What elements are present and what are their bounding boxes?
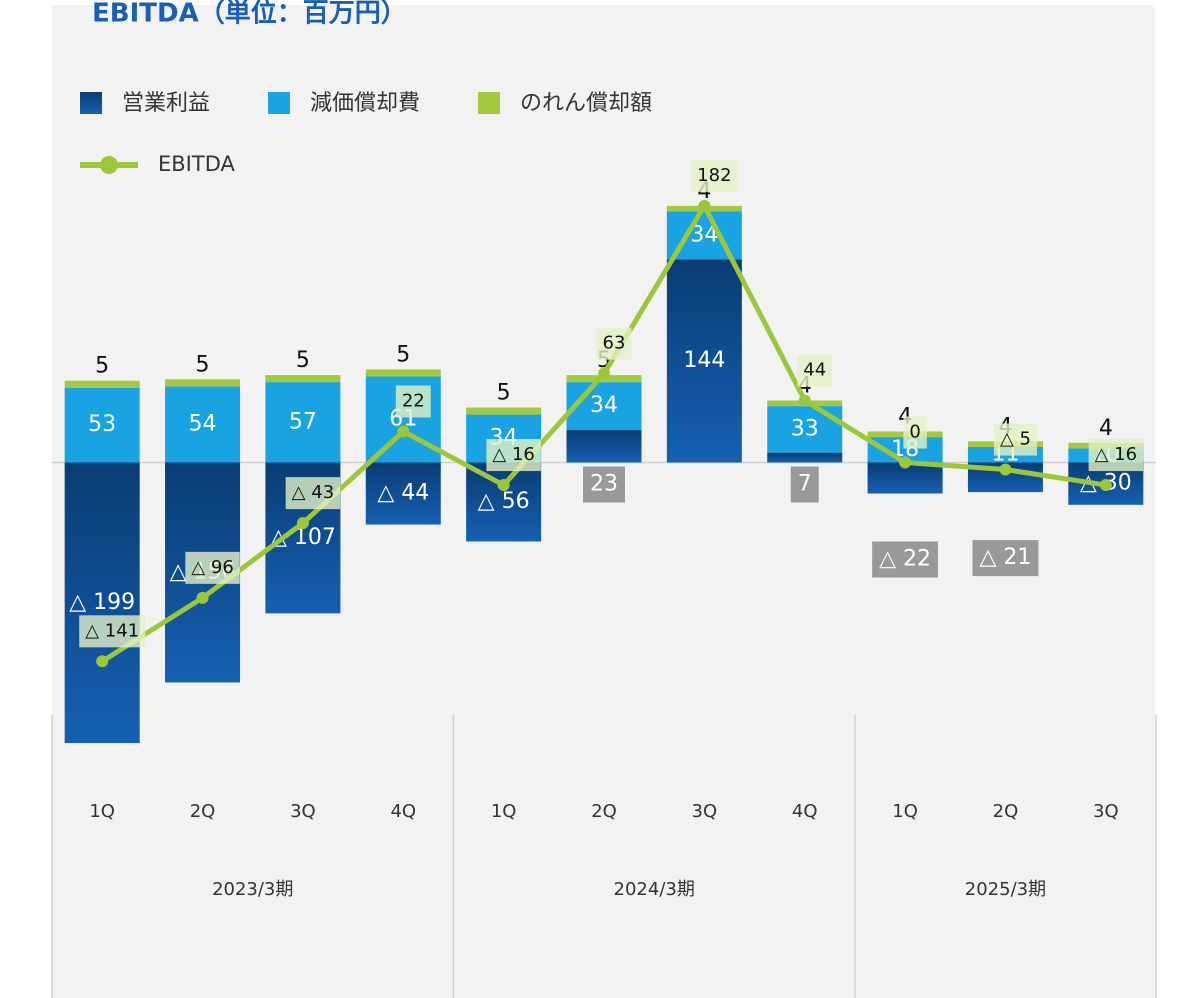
bar	[767, 452, 843, 463]
label-box	[691, 159, 738, 192]
data-label: 5	[296, 348, 310, 373]
group-label: 2024/3期	[614, 879, 695, 900]
legend-swatch	[268, 92, 291, 114]
x-tick-label: 1Q	[892, 801, 918, 822]
data-label: 5	[396, 342, 410, 367]
label-box	[790, 466, 819, 503]
data-label: △ 141	[85, 620, 139, 641]
chart-title: EBITDA（単位：百万円）	[92, 0, 407, 29]
bar	[666, 259, 742, 463]
legend-swatch	[478, 92, 501, 114]
data-label: 4	[1099, 416, 1113, 441]
line-point	[899, 456, 912, 469]
label-box	[79, 615, 146, 648]
line-point	[1099, 479, 1112, 492]
legend-label: EBITDA	[158, 152, 235, 176]
data-label: △ 5	[1000, 429, 1031, 450]
bar	[566, 382, 642, 431]
line-point	[397, 425, 410, 438]
group-label: 2025/3期	[965, 879, 1046, 900]
bar	[466, 462, 542, 542]
data-label: △ 16	[1095, 444, 1137, 465]
data-label: △ 22	[879, 547, 931, 572]
x-tick-label: 1Q	[491, 801, 517, 822]
x-tick-label: 4Q	[390, 801, 416, 822]
legend-label: 減価償却費	[310, 91, 420, 116]
bar	[64, 462, 140, 744]
label-box	[486, 439, 541, 472]
data-label: △ 44	[377, 481, 429, 506]
data-label: 44	[803, 359, 826, 380]
line-point	[999, 463, 1012, 476]
line-point	[296, 517, 309, 530]
data-label: 182	[697, 165, 731, 186]
bar	[265, 382, 341, 463]
legend-swatch	[80, 92, 102, 114]
bar	[165, 379, 241, 387]
data-label: 5	[497, 381, 511, 406]
label-box	[972, 540, 1039, 577]
data-label: 5	[196, 352, 210, 377]
x-tick-label: 2Q	[190, 801, 216, 822]
bar	[64, 380, 140, 388]
data-label: 57	[289, 409, 317, 434]
label-box	[797, 354, 833, 387]
bar	[566, 430, 642, 463]
bar	[365, 462, 441, 525]
label-box	[596, 327, 632, 360]
data-label: 23	[590, 472, 618, 497]
data-label: 63	[603, 333, 626, 354]
data-label: 34	[590, 393, 618, 418]
x-tick-label: 3Q	[1093, 801, 1119, 822]
label-box	[1088, 439, 1144, 472]
label-box	[185, 551, 240, 584]
line-point	[196, 591, 209, 604]
label-box	[903, 416, 927, 449]
line-point	[497, 479, 510, 492]
legend-label: 営業利益	[122, 91, 210, 116]
line-point	[798, 394, 811, 407]
label-box	[993, 423, 1037, 456]
bar	[64, 387, 140, 463]
x-tick-label: 2Q	[993, 801, 1019, 822]
label-box	[872, 541, 939, 578]
data-label: 53	[88, 412, 116, 437]
data-label: △ 16	[492, 444, 534, 465]
label-box	[395, 385, 431, 418]
label-box	[285, 477, 341, 510]
group-label: 2023/3期	[212, 879, 293, 900]
bar	[466, 407, 542, 415]
label-box	[583, 466, 625, 503]
bar	[265, 375, 341, 383]
data-label: 0	[909, 422, 920, 443]
line-point	[598, 367, 610, 380]
data-label: 5	[95, 354, 109, 379]
data-label: 33	[791, 416, 819, 441]
data-label: △ 21	[980, 545, 1032, 570]
x-tick-label: 4Q	[792, 801, 818, 822]
line-point	[698, 199, 711, 212]
line-point	[96, 655, 109, 668]
data-label: △ 96	[191, 557, 233, 578]
x-tick-label: 1Q	[89, 801, 115, 822]
data-label: 144	[683, 348, 725, 373]
data-label: 22	[402, 390, 425, 411]
data-label: 54	[189, 411, 217, 436]
data-label: 7	[798, 472, 812, 497]
x-tick-label: 2Q	[591, 801, 617, 822]
bar	[365, 369, 441, 377]
bar	[165, 386, 241, 463]
data-label: △ 56	[478, 489, 530, 514]
data-label: △ 199	[69, 590, 135, 615]
x-tick-label: 3Q	[692, 801, 718, 822]
x-tick-label: 3Q	[290, 801, 316, 822]
data-label: △ 43	[292, 482, 334, 503]
legend-marker	[100, 156, 118, 174]
legend-label: のれん償却額	[520, 91, 652, 116]
